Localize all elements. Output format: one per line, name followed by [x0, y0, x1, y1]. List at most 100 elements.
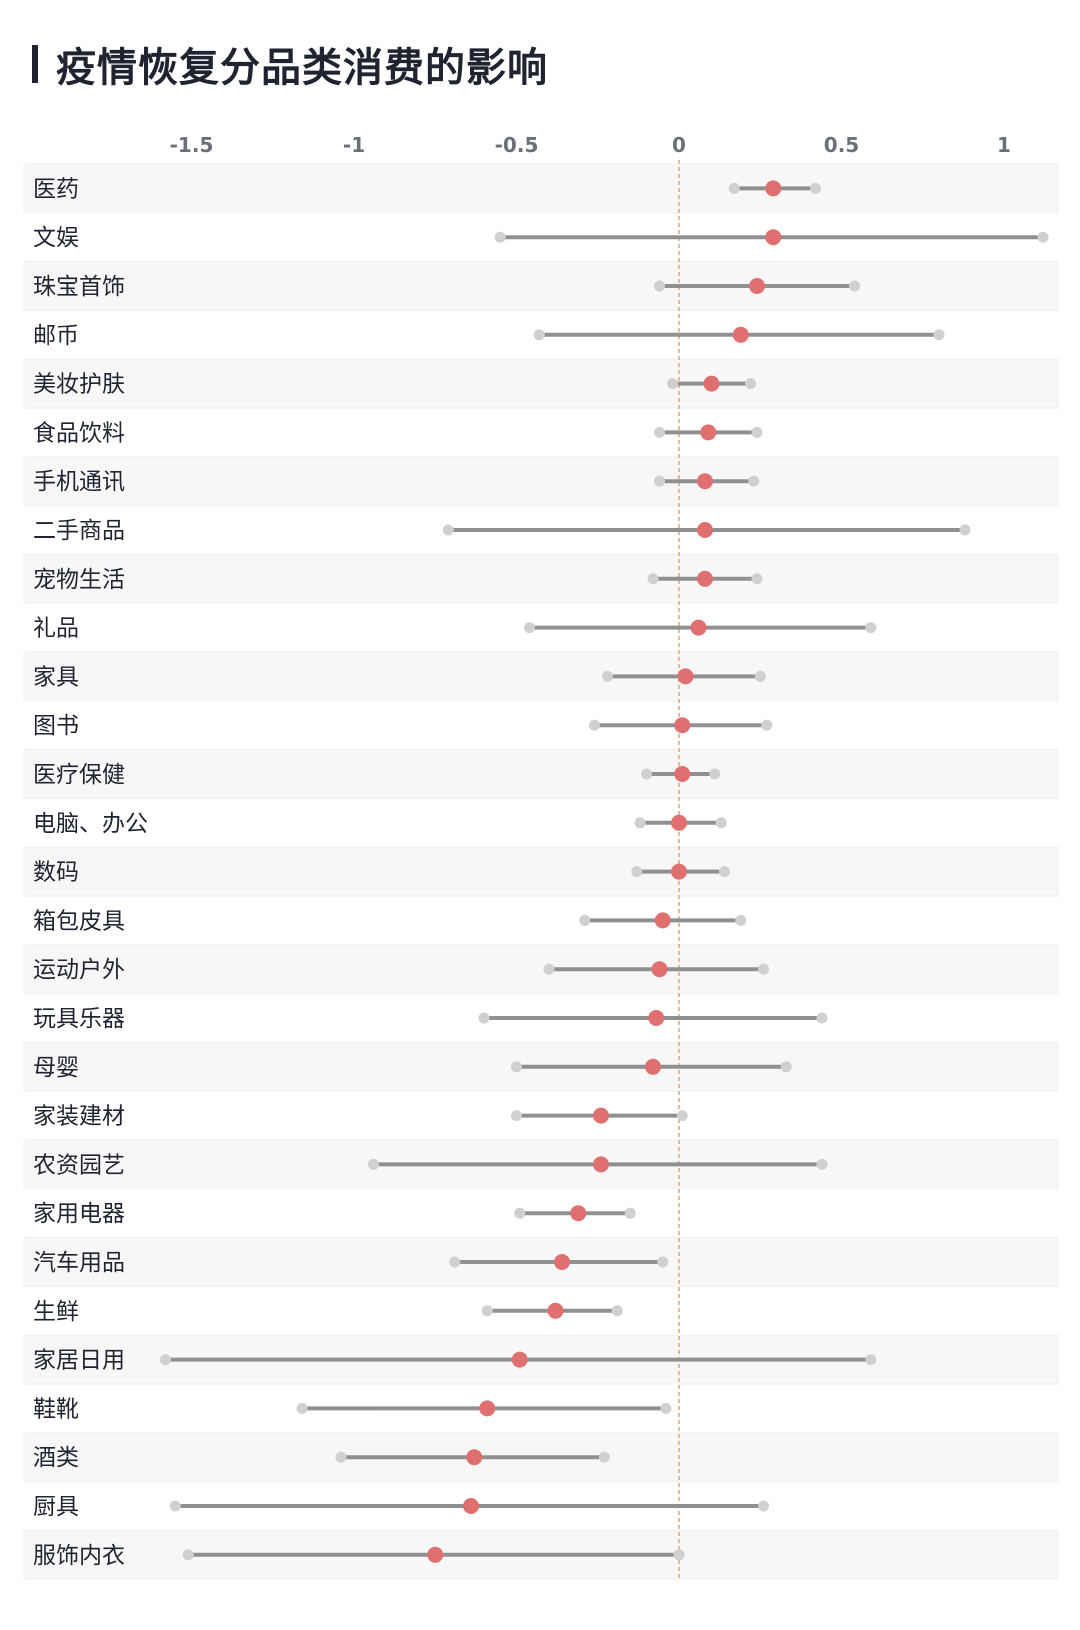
value-point — [593, 1107, 609, 1124]
x-tick-label: -1 — [343, 133, 365, 157]
value-point — [677, 668, 694, 685]
range-high-point — [748, 475, 760, 487]
row-band — [23, 358, 1059, 409]
value-point — [700, 424, 717, 441]
range-high-point — [709, 768, 721, 780]
range-high-point — [865, 622, 877, 634]
category-label: 数码 — [33, 860, 79, 886]
value-point — [463, 1498, 479, 1514]
range-high-point — [1037, 231, 1049, 243]
value-point — [570, 1205, 587, 1222]
range-low-point — [654, 280, 665, 292]
row-band — [23, 846, 1059, 897]
row-band — [23, 651, 1059, 702]
range-high-point — [761, 719, 773, 731]
category-label: 电脑、办公 — [33, 811, 148, 837]
range-high-point — [816, 1158, 828, 1170]
category-label: 家居日用 — [33, 1348, 125, 1374]
range-high-point — [751, 426, 763, 438]
range-low-point — [368, 1158, 379, 1170]
value-point — [690, 619, 707, 636]
category-label: 图书 — [33, 713, 79, 739]
value-point — [765, 180, 782, 197]
range-low-point — [667, 378, 678, 390]
range-low-point — [654, 426, 665, 438]
range-low-point — [579, 914, 591, 926]
range-high-point — [673, 1549, 685, 1561]
category-label: 文娱 — [33, 225, 79, 251]
range-low-point — [524, 622, 535, 634]
range-low-point — [296, 1402, 308, 1414]
category-label: 二手商品 — [33, 518, 125, 544]
title-block: 疫情恢复分品类消费的影响 — [32, 34, 548, 94]
value-point — [547, 1302, 564, 1319]
range-low-point — [589, 719, 600, 731]
x-tick-label: 0 — [672, 133, 686, 157]
range-high-point — [758, 963, 769, 975]
x-tick-label: 0.5 — [824, 133, 859, 157]
category-label: 家用电器 — [33, 1201, 125, 1227]
value-point — [427, 1546, 444, 1563]
range-high-point — [735, 914, 747, 926]
category-label: 汽车用品 — [33, 1250, 125, 1276]
range-low-point — [511, 1061, 522, 1073]
category-label: 生鲜 — [33, 1299, 79, 1325]
range-low-point — [654, 475, 665, 487]
range-high-point — [754, 670, 766, 682]
row-band — [23, 261, 1059, 311]
range-high-point — [745, 378, 756, 390]
value-point — [511, 1351, 528, 1368]
range-high-point — [657, 1256, 669, 1268]
value-point — [651, 961, 668, 978]
category-label: 宠物生活 — [33, 567, 125, 593]
value-point — [648, 1010, 665, 1026]
range-high-point — [624, 1207, 636, 1219]
range-low-point — [160, 1354, 171, 1366]
value-point — [645, 1058, 661, 1075]
range-low-point — [511, 1110, 522, 1122]
value-point — [697, 522, 713, 538]
range-low-point — [514, 1207, 526, 1219]
range-low-point — [481, 1305, 493, 1317]
row-band — [23, 1432, 1059, 1483]
range-low-point — [641, 768, 652, 780]
row-band — [23, 749, 1059, 799]
value-point — [479, 1400, 496, 1417]
row-band — [23, 944, 1059, 995]
range-high-point — [660, 1402, 672, 1414]
value-point — [749, 278, 765, 294]
category-label: 医疗保健 — [33, 762, 125, 788]
value-point — [671, 814, 687, 831]
category-label: 邮币 — [33, 323, 79, 349]
range-low-point — [533, 329, 545, 341]
row-band — [23, 456, 1059, 507]
x-tick-label: -1.5 — [170, 133, 214, 157]
value-point — [765, 229, 782, 246]
category-label: 母婴 — [33, 1055, 79, 1081]
category-label: 礼品 — [33, 616, 79, 642]
value-point — [697, 473, 713, 490]
range-high-point — [751, 573, 763, 585]
range-low-point — [478, 1012, 490, 1024]
range-low-point — [543, 963, 555, 975]
category-label: 食品饮料 — [33, 420, 125, 446]
category-label: 家装建材 — [33, 1104, 125, 1130]
value-point — [703, 375, 720, 392]
category-label: 玩具乐器 — [33, 1006, 125, 1032]
range-low-point — [631, 866, 643, 878]
category-label: 家具 — [33, 664, 79, 690]
category-label: 鞋靴 — [33, 1396, 79, 1422]
range-low-point — [728, 182, 740, 194]
range-high-point — [715, 817, 727, 829]
value-point — [732, 326, 749, 343]
range-high-point — [676, 1110, 688, 1122]
x-tick-label: 1 — [997, 133, 1011, 157]
range-high-point — [865, 1354, 877, 1366]
range-high-point — [849, 280, 860, 292]
range-high-point — [719, 866, 730, 878]
range-high-point — [611, 1305, 623, 1317]
category-label: 箱包皮具 — [33, 908, 125, 934]
title-accent-bar — [32, 45, 38, 83]
range-high-point — [758, 1500, 769, 1512]
row-band — [23, 163, 1059, 214]
